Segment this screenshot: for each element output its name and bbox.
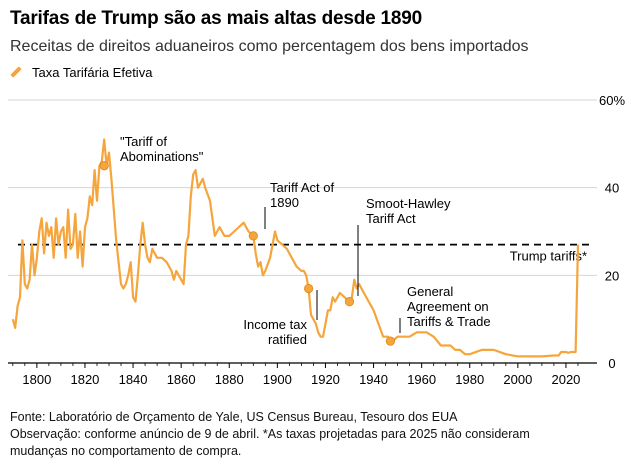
- annotation-label: Tariff Act of: [270, 180, 334, 195]
- x-tick-label: 1840: [119, 372, 148, 387]
- x-tick-label: 1820: [70, 372, 99, 387]
- annotation-marker: [344, 297, 355, 307]
- annotation-marker: [385, 336, 395, 346]
- x-tick-label: 1980: [455, 372, 484, 387]
- annotation-label: Abominations": [120, 149, 204, 164]
- x-tick-label: 1940: [359, 372, 388, 387]
- x-tick-label: 1960: [407, 372, 436, 387]
- x-tick-label: 1920: [311, 372, 340, 387]
- footer-note-continued: mudanças no comportamento de compra.: [10, 444, 242, 458]
- legend-label: Taxa Tarifária Efetiva: [32, 64, 153, 80]
- chart-subtitle: Receitas de direitos aduaneiros como per…: [10, 38, 529, 55]
- annotation-label: Tariff Act: [366, 211, 416, 226]
- x-tick-label: 2020: [551, 372, 580, 387]
- annotation-marker: [248, 231, 258, 241]
- x-tick-label: 1800: [22, 372, 51, 387]
- y-tick-label: 60%: [599, 93, 625, 108]
- annotation-label: General: [407, 284, 453, 299]
- series-line: [11, 138, 580, 358]
- annotation-label: Agreement on: [407, 299, 489, 314]
- reference-label: Trump tariffs*: [510, 249, 587, 264]
- footer-source: Fonte: Laboratório de Orçamento de Yale,…: [10, 410, 458, 424]
- x-tick-label: 2000: [503, 372, 532, 387]
- legend: Taxa Tarifária Efetiva: [10, 64, 152, 80]
- annotation-label: Smoot-Hawley: [366, 196, 451, 211]
- annotation-label: 1890: [270, 195, 299, 210]
- x-tick-label: 1860: [167, 372, 196, 387]
- y-tick-label: 20: [605, 268, 619, 283]
- x-tick-label: 1900: [263, 372, 292, 387]
- annotation-marker: [304, 283, 314, 294]
- y-tick-label: 0: [608, 356, 615, 371]
- annotation-marker: [99, 161, 109, 171]
- reference-label-bg: [497, 246, 589, 265]
- annotation-label: "Tariff of: [120, 134, 167, 149]
- annotation-label: Tariffs & Trade: [407, 314, 491, 329]
- annotation-label: ratified: [268, 332, 307, 347]
- x-tick-label: 1880: [215, 372, 244, 387]
- chart-title: Tarifas de Trump são as mais altas desde…: [10, 8, 423, 29]
- chart-plot: 0 20 40 60% 1800 1820 1840 1860 1880 1900 1920 1940…: [8, 93, 625, 387]
- footer: Fonte: Laboratório de Orçamento de Yale,…: [10, 409, 620, 460]
- annotation-label: Income tax: [243, 317, 307, 332]
- footer-note: Observação: conforme anúncio de 9 de abr…: [10, 427, 530, 441]
- y-tick-label: 40: [605, 181, 619, 196]
